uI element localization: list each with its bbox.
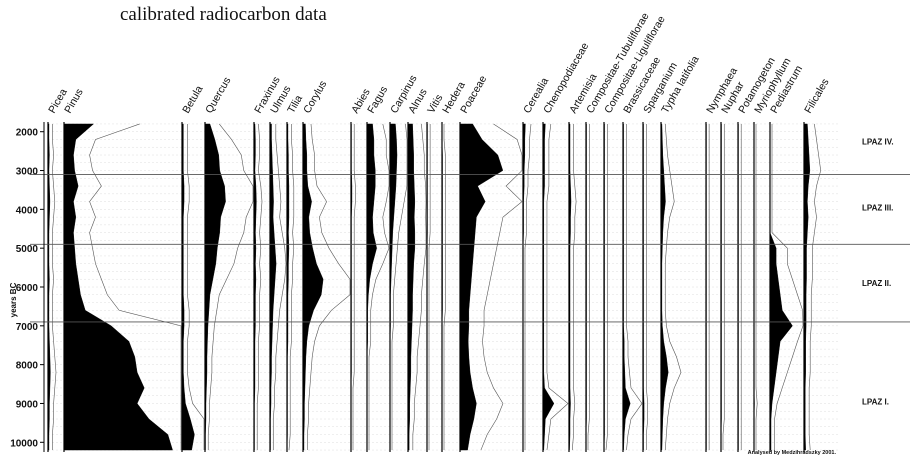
exaggeration-curve [52,123,57,451]
exaggeration-curve [368,123,390,451]
exaggeration-curve [307,123,351,451]
exaggeration-curve [808,123,822,451]
abundance-silhouette [181,123,195,451]
exaggeration-curve [428,123,431,451]
abundance-silhouette [366,123,377,451]
taxon-column [522,122,532,452]
exaggeration-curve [480,123,523,451]
exaggeration-curve [391,123,408,451]
taxon-column [753,122,758,452]
abundance-silhouette [63,123,173,451]
y-tick-label: 9000 [16,399,39,410]
taxon-column [720,122,725,452]
depth-axis: 2000 3000 4000 5000 6000 7000 8000 9000 10000 [10,122,45,452]
y-tick-label: 3000 [16,167,39,178]
taxon-column [181,122,205,452]
taxon-column [622,122,643,452]
taxon-column [204,122,254,452]
exaggeration-curve [664,123,682,451]
taxon-label: Poaceae [458,73,489,115]
zone-label: LPAZ II. [862,279,891,288]
exaggeration-curve [626,123,643,451]
zone-label: LPAZ IV. [862,137,894,146]
exaggeration-curve [524,123,532,451]
taxon-column [603,122,608,452]
taxon-column [350,122,356,452]
taxon-column [366,122,390,452]
taxon-column [407,122,427,452]
taxon-column [642,122,649,452]
exaggeration-curve [89,123,182,451]
exaggeration-curve [722,123,725,451]
y-tick-label: 7000 [16,322,39,333]
taxon-column [803,122,822,452]
taxon-curves [47,122,822,452]
zone-label: LPAZ I. [862,398,889,407]
y-tick-label: 8000 [16,361,39,372]
exaggeration-curve [605,123,608,451]
exaggeration-curve [352,123,356,451]
y-axis-label: years BC [9,282,18,317]
abundance-silhouette [542,123,555,451]
exaggeration-curve [412,123,427,451]
taxon-column [737,122,742,452]
zone-boundaries: LPAZ IV. LPAZ III. LPAZ II. LPAZ I. [30,137,910,407]
exaggeration-curve [256,123,263,451]
taxon-column [441,122,446,452]
taxon-column [542,122,569,452]
taxon-column [253,122,263,452]
taxon-label: Fagus [365,84,390,115]
taxon-column [302,122,351,452]
exaggeration-curve [443,123,446,451]
taxon-column [47,122,57,452]
taxon-label: Corylus [301,79,329,116]
abundance-silhouette [660,123,669,451]
abundance-silhouette [459,123,504,451]
abundance-silhouette [302,123,324,451]
abundance-silhouette [204,123,226,451]
exaggeration-curve [571,123,577,451]
abundance-silhouette [407,123,416,451]
taxon-label: Quercus [203,75,233,115]
exaggeration-curve [771,123,804,451]
taxon-column [660,122,682,452]
exaggeration-curve [646,123,649,451]
credit-text: Analysed by Medzihradszky 2001. [748,450,837,456]
taxon-column [769,122,804,452]
depth-gridlines [48,123,838,451]
taxon-column [705,122,710,452]
zone-label: LPAZ III. [862,203,893,212]
taxon-column [426,122,431,452]
taxon-label: Filicales [802,77,831,116]
y-tick-label: 5000 [16,244,39,255]
y-tick-label: 10000 [10,438,38,449]
exaggeration-curve [207,123,254,451]
taxon-column [459,122,523,452]
taxon-column [286,122,295,452]
taxon-column [568,122,577,452]
exaggeration-curve [755,123,758,451]
abundance-silhouette [803,123,811,451]
exaggeration-curve [288,123,295,451]
y-tick-label: 2000 [16,128,39,139]
chart-caption: calibrated radiocarbon data [120,4,327,25]
exaggeration-curve [587,123,590,451]
taxon-label: Betula [180,84,205,116]
exaggeration-curve [187,123,205,451]
taxon-column [585,122,590,452]
y-tick-label: 6000 [16,283,39,294]
taxon-column [389,122,408,452]
taxon-column [63,122,182,452]
taxon-column [269,122,287,452]
abundance-silhouette [269,123,277,451]
exaggeration-curve [272,123,287,451]
y-tick-label: 4000 [16,205,39,216]
exaggeration-curve [546,123,569,451]
